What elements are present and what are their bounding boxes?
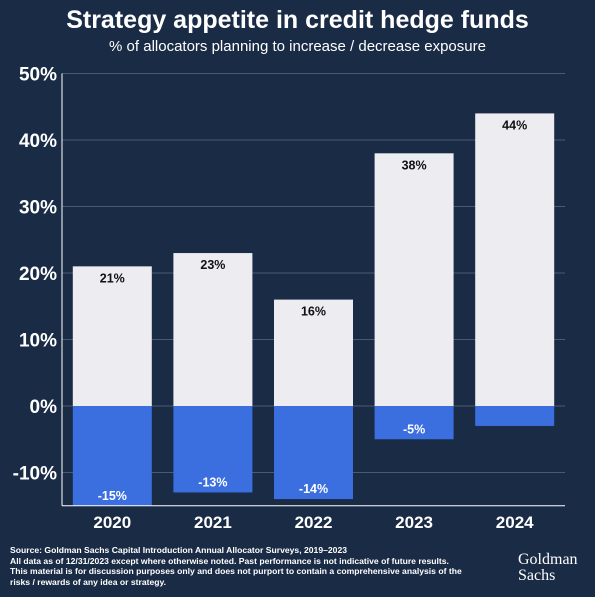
y-tick-label: 20%	[19, 264, 57, 285]
y-tick-label: 10%	[19, 331, 57, 352]
x-tick-label: 2020	[93, 513, 131, 532]
x-tick-label: 2021	[194, 513, 232, 532]
y-tick-label: 50%	[19, 65, 57, 86]
data-label: 16%	[301, 305, 326, 319]
bar-decrease	[374, 406, 454, 440]
goldman-sachs-logo: Goldman Sachs	[518, 552, 588, 584]
y-tick-label: 30%	[19, 198, 57, 219]
chart-subtitle: % of allocators planning to increase / d…	[109, 38, 486, 55]
bar-decrease	[274, 406, 353, 500]
data-label: 21%	[100, 271, 125, 285]
data-label: 44%	[502, 118, 527, 132]
bar-increase	[274, 299, 353, 406]
footer-disclaimer-3: risks / rewards of any idea or strategy.	[10, 576, 167, 587]
chart-title: Strategy appetite in credit hedge funds	[66, 6, 529, 34]
bar-decrease	[72, 406, 152, 506]
logo-line-1: Goldman	[518, 551, 578, 568]
data-label: 38%	[402, 158, 427, 172]
x-tick-label: 2024	[496, 513, 534, 532]
footer-disclaimer-2: This material is for discussion purposes…	[10, 566, 462, 577]
footer-source: Source: Goldman Sachs Capital Introducti…	[10, 545, 348, 555]
footer-disclaimer-1: All data as of 12/31/2023 except where o…	[10, 555, 449, 566]
bar-increase	[173, 253, 253, 406]
y-tick-label: 0%	[30, 397, 58, 418]
data-label: 23%	[200, 258, 225, 272]
data-label: -15%	[98, 489, 127, 503]
bar-increase	[374, 153, 454, 406]
y-tick-label: 40%	[19, 131, 57, 152]
data-label: -14%	[299, 482, 328, 496]
x-tick-label: 2023	[395, 513, 433, 532]
bar-increase	[475, 113, 555, 407]
data-label: -13%	[198, 475, 227, 489]
data-label: -5%	[403, 422, 425, 436]
footer-notes: Source: Goldman Sachs Capital Introducti…	[10, 545, 515, 587]
bar-decrease	[173, 406, 253, 493]
logo-line-2: Sachs	[518, 567, 556, 584]
bar-chart: -10% 0% 10% 20% 30% 40% 50% 21% -15% 2020 23% -13% 2…	[13, 65, 565, 532]
bar-increase	[72, 266, 152, 406]
y-tick-label: -10%	[13, 464, 57, 485]
bar-decrease	[475, 406, 555, 426]
x-tick-label: 2022	[295, 513, 333, 532]
